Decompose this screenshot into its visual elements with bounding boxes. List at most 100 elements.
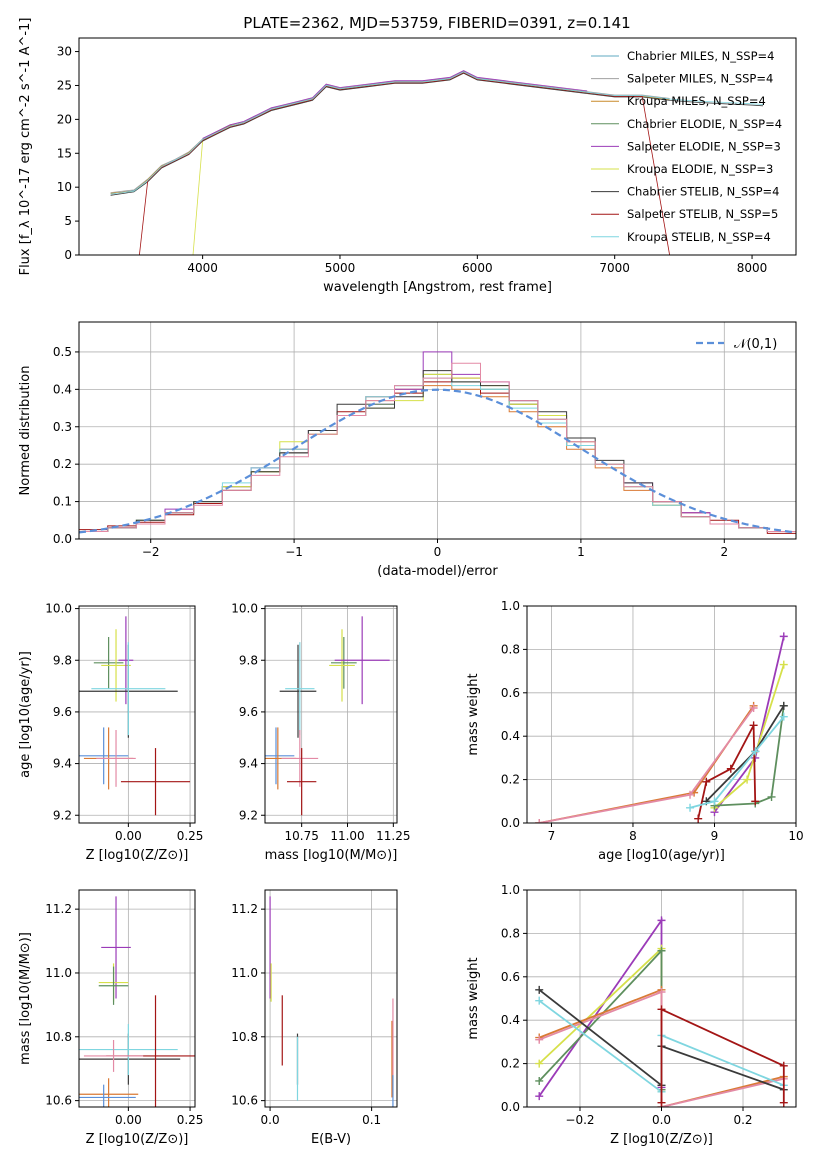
axes-frame bbox=[526, 605, 797, 824]
x-tick-label: 8000 bbox=[737, 261, 768, 275]
weight-marker bbox=[779, 1061, 788, 1070]
legend-label: Salpeter MILES, N_SSP=4 bbox=[627, 72, 773, 86]
weight-marker bbox=[751, 747, 760, 756]
y-axis-label: Flux [f_λ 10^-17 erg cm^-2 s^-1 A^-1] bbox=[18, 18, 33, 276]
x-tick-label: −1 bbox=[285, 545, 303, 559]
weight-marker bbox=[767, 792, 776, 801]
plot-area bbox=[79, 616, 191, 816]
y-tick-label: 9.8 bbox=[53, 653, 72, 667]
spectrum-line bbox=[202, 70, 588, 139]
x-tick-label: 0.00 bbox=[115, 829, 142, 843]
spectrum-line bbox=[139, 72, 670, 255]
axes-frame bbox=[78, 889, 196, 1108]
y-tick-label: 15 bbox=[57, 146, 72, 160]
x-tick-label: 0.00 bbox=[115, 1113, 142, 1127]
panel-age-vs-Z: 0.00 0.25 9.2 9.4 9.6 9.8 10.0 Z [log10(Z/Z⊙)] a… bbox=[18, 602, 203, 863]
legend-label: Chabrier STELIB, N_SSP=4 bbox=[627, 185, 779, 199]
legend-label: Kroupa ELODIE, N_SSP=3 bbox=[627, 162, 773, 176]
panel-mass-weight-vs-age: 7 8 9 10 0.0 0.2 0.4 0.6 0.8 1.0 age [log10(age/yr… bbox=[466, 599, 804, 863]
y-tick-label: 9.6 bbox=[53, 705, 72, 719]
x-tick-label: 7000 bbox=[599, 261, 630, 275]
y-tick-label: 9.2 bbox=[239, 808, 258, 822]
weight-marker bbox=[686, 790, 695, 799]
y-tick-label: 10 bbox=[57, 180, 72, 194]
y-tick-label: 9.2 bbox=[53, 808, 72, 822]
legend-label: 𝒩(0,1) bbox=[734, 337, 777, 352]
weight-marker bbox=[749, 703, 758, 712]
legend-label: Chabrier ELODIE, N_SSP=4 bbox=[627, 117, 782, 131]
y-tick-label: 0.2 bbox=[501, 1057, 520, 1071]
plot-area bbox=[269, 896, 394, 1107]
y-tick-label: 20 bbox=[57, 112, 72, 126]
y-tick-label: 10.0 bbox=[231, 602, 258, 616]
y-tick-label: 0.5 bbox=[53, 345, 72, 359]
y-axis-label: mass weight bbox=[466, 673, 481, 755]
weight-marker bbox=[694, 814, 703, 823]
y-tick-label: 0.6 bbox=[501, 970, 520, 984]
y-tick-label: 10.8 bbox=[231, 1030, 258, 1044]
x-axis-label: E(B-V) bbox=[311, 1132, 351, 1147]
spectrum-line bbox=[192, 72, 588, 255]
axes-frame bbox=[264, 605, 398, 824]
y-tick-label: 0.4 bbox=[501, 729, 520, 743]
x-tick-label: 10 bbox=[788, 829, 803, 843]
spectrum-line bbox=[110, 71, 670, 195]
y-tick-label: 0.2 bbox=[501, 773, 520, 787]
y-axis-label: Normed distribution bbox=[18, 366, 33, 496]
axes-frame bbox=[264, 889, 398, 1108]
spectrum-line bbox=[110, 72, 764, 196]
weight-line bbox=[689, 716, 785, 809]
weight-marker bbox=[751, 797, 760, 806]
y-tick-label: 9.8 bbox=[239, 653, 258, 667]
plot-area bbox=[535, 632, 788, 823]
y-tick-label: 11.2 bbox=[231, 902, 258, 916]
axes-frame bbox=[78, 37, 797, 256]
weight-line bbox=[538, 917, 663, 1097]
x-tick-label: 0.25 bbox=[177, 829, 204, 843]
y-tick-label: 0.4 bbox=[53, 382, 72, 396]
legend-label: Kroupa STELIB, N_SSP=4 bbox=[627, 230, 771, 244]
x-axis-label: age [log10(age/yr)] bbox=[598, 848, 725, 863]
panel-mass-vs-Z: 0.00 0.25 10.6 10.8 11.0 11.2 Z [log10(Z/Z⊙)] m… bbox=[18, 889, 203, 1147]
panel-mass-weight-vs-Z: −0.2 0.0 0.2 0.0 0.2 0.4 0.6 0.8 1.0 Z [log10(Z/Z… bbox=[466, 883, 797, 1147]
y-tick-label: 1.0 bbox=[501, 883, 520, 897]
x-tick-label: 7 bbox=[548, 829, 556, 843]
y-tick-label: 0.1 bbox=[53, 495, 72, 509]
y-tick-label: 0.3 bbox=[53, 420, 72, 434]
weight-marker bbox=[535, 985, 544, 994]
x-axis-label: Z [log10(Z/Z⊙)] bbox=[86, 1132, 189, 1147]
weight-marker bbox=[535, 1092, 544, 1101]
y-tick-label: 0.8 bbox=[501, 926, 520, 940]
x-tick-label: 0.0 bbox=[652, 1113, 671, 1127]
y-tick-label: 9.6 bbox=[239, 705, 258, 719]
y-tick-label: 0.0 bbox=[501, 816, 520, 830]
x-tick-label: 8 bbox=[629, 829, 637, 843]
y-tick-label: 10.8 bbox=[45, 1030, 72, 1044]
weight-marker bbox=[535, 1076, 544, 1085]
x-tick-label: 9 bbox=[711, 829, 719, 843]
x-tick-label: 2 bbox=[720, 545, 728, 559]
y-axis-label: mass [log10(M/M⊙)] bbox=[18, 932, 33, 1065]
x-tick-label: 11.25 bbox=[376, 829, 410, 843]
plot-area bbox=[79, 351, 796, 539]
weight-marker bbox=[535, 1035, 544, 1044]
y-tick-label: 11.0 bbox=[231, 966, 258, 980]
legend-label: Chabrier MILES, N_SSP=4 bbox=[627, 49, 774, 63]
y-tick-label: 0.0 bbox=[53, 532, 72, 546]
plot-area bbox=[535, 916, 788, 1107]
x-tick-label: 10.75 bbox=[284, 829, 318, 843]
y-axis-label: mass weight bbox=[466, 957, 481, 1039]
weight-marker bbox=[657, 1005, 666, 1014]
y-tick-label: 11.0 bbox=[45, 966, 72, 980]
y-tick-label: 0.2 bbox=[53, 457, 72, 471]
panel-age-vs-mass: 10.75 11.00 11.25 9.2 9.4 9.6 9.8 10.0 mass [log… bbox=[231, 602, 410, 863]
y-tick-label: 0.8 bbox=[501, 642, 520, 656]
panel-spectrum: Chabrier MILES, N_SSP=4 Salpeter MILES, N… bbox=[18, 18, 797, 295]
x-tick-label: −0.2 bbox=[565, 1113, 594, 1127]
x-axis-label: Z [log10(Z/Z⊙)] bbox=[86, 848, 189, 863]
x-axis-label: mass [log10(M/M⊙)] bbox=[265, 848, 398, 863]
y-tick-label: 30 bbox=[57, 45, 72, 59]
legend-label: Salpeter STELIB, N_SSP=5 bbox=[627, 207, 778, 221]
y-tick-label: 0 bbox=[64, 248, 72, 262]
